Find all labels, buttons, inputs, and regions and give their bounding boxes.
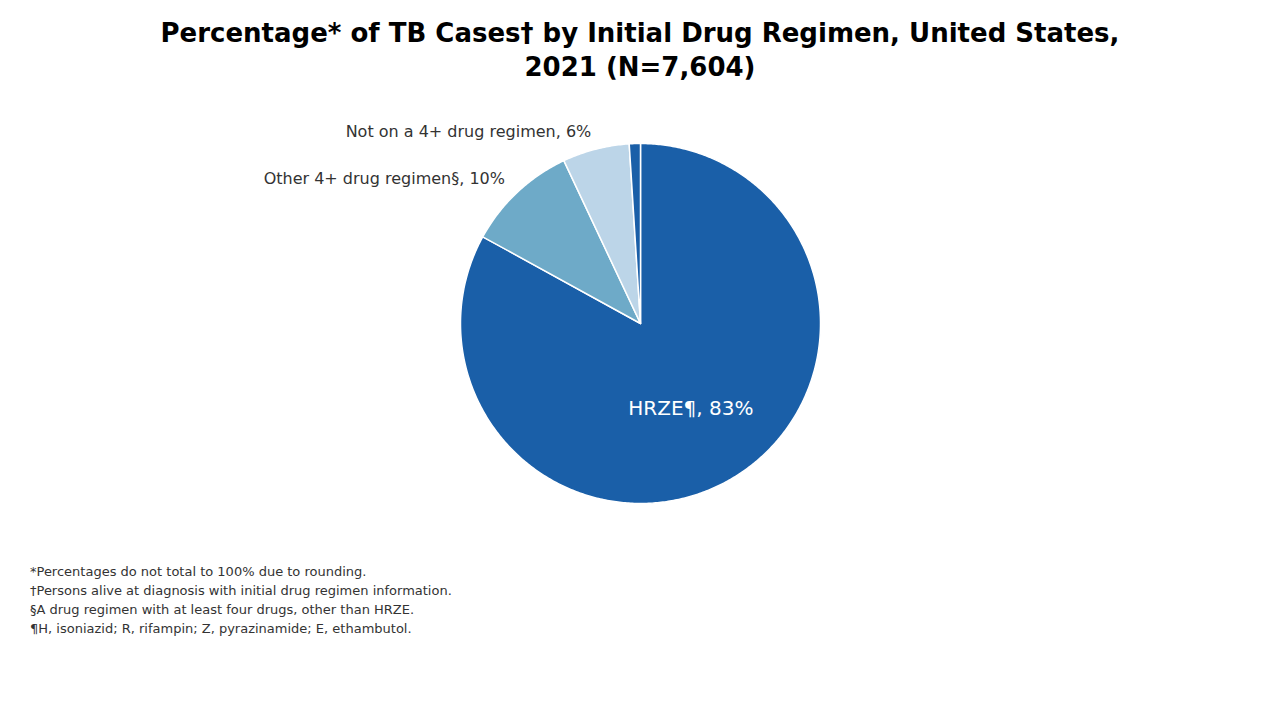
html-text:¶H, isoniazid; R, rifampin; Z,: ¶H, isoniazid; R, rifampin; Z, pyrazinam… [30,621,412,636]
html-text:§A drug regimen with at least: §A drug regimen with at least four drugs… [30,602,415,617]
html-text:†Persons alive at diagnosis wi: †Persons alive at diagnosis with initial… [30,583,452,598]
html-text:Percentage* of TB Cases† by In: Percentage* of TB Cases† by Initial Drug… [160,18,1120,48]
html-text:2021 (N=7,604): 2021 (N=7,604) [524,52,756,82]
svg-text:Other 4+ drug regimen§, 10%: Other 4+ drug regimen§, 10% [264,169,505,188]
svg-text:HRZE¶, 83%: HRZE¶, 83% [628,396,753,420]
svg-text:Not on a 4+ drug regimen, 6%: Not on a 4+ drug regimen, 6% [346,122,592,141]
html-text:*Percentages do not total to 1: *Percentages do not total to 100% due to… [30,564,367,579]
